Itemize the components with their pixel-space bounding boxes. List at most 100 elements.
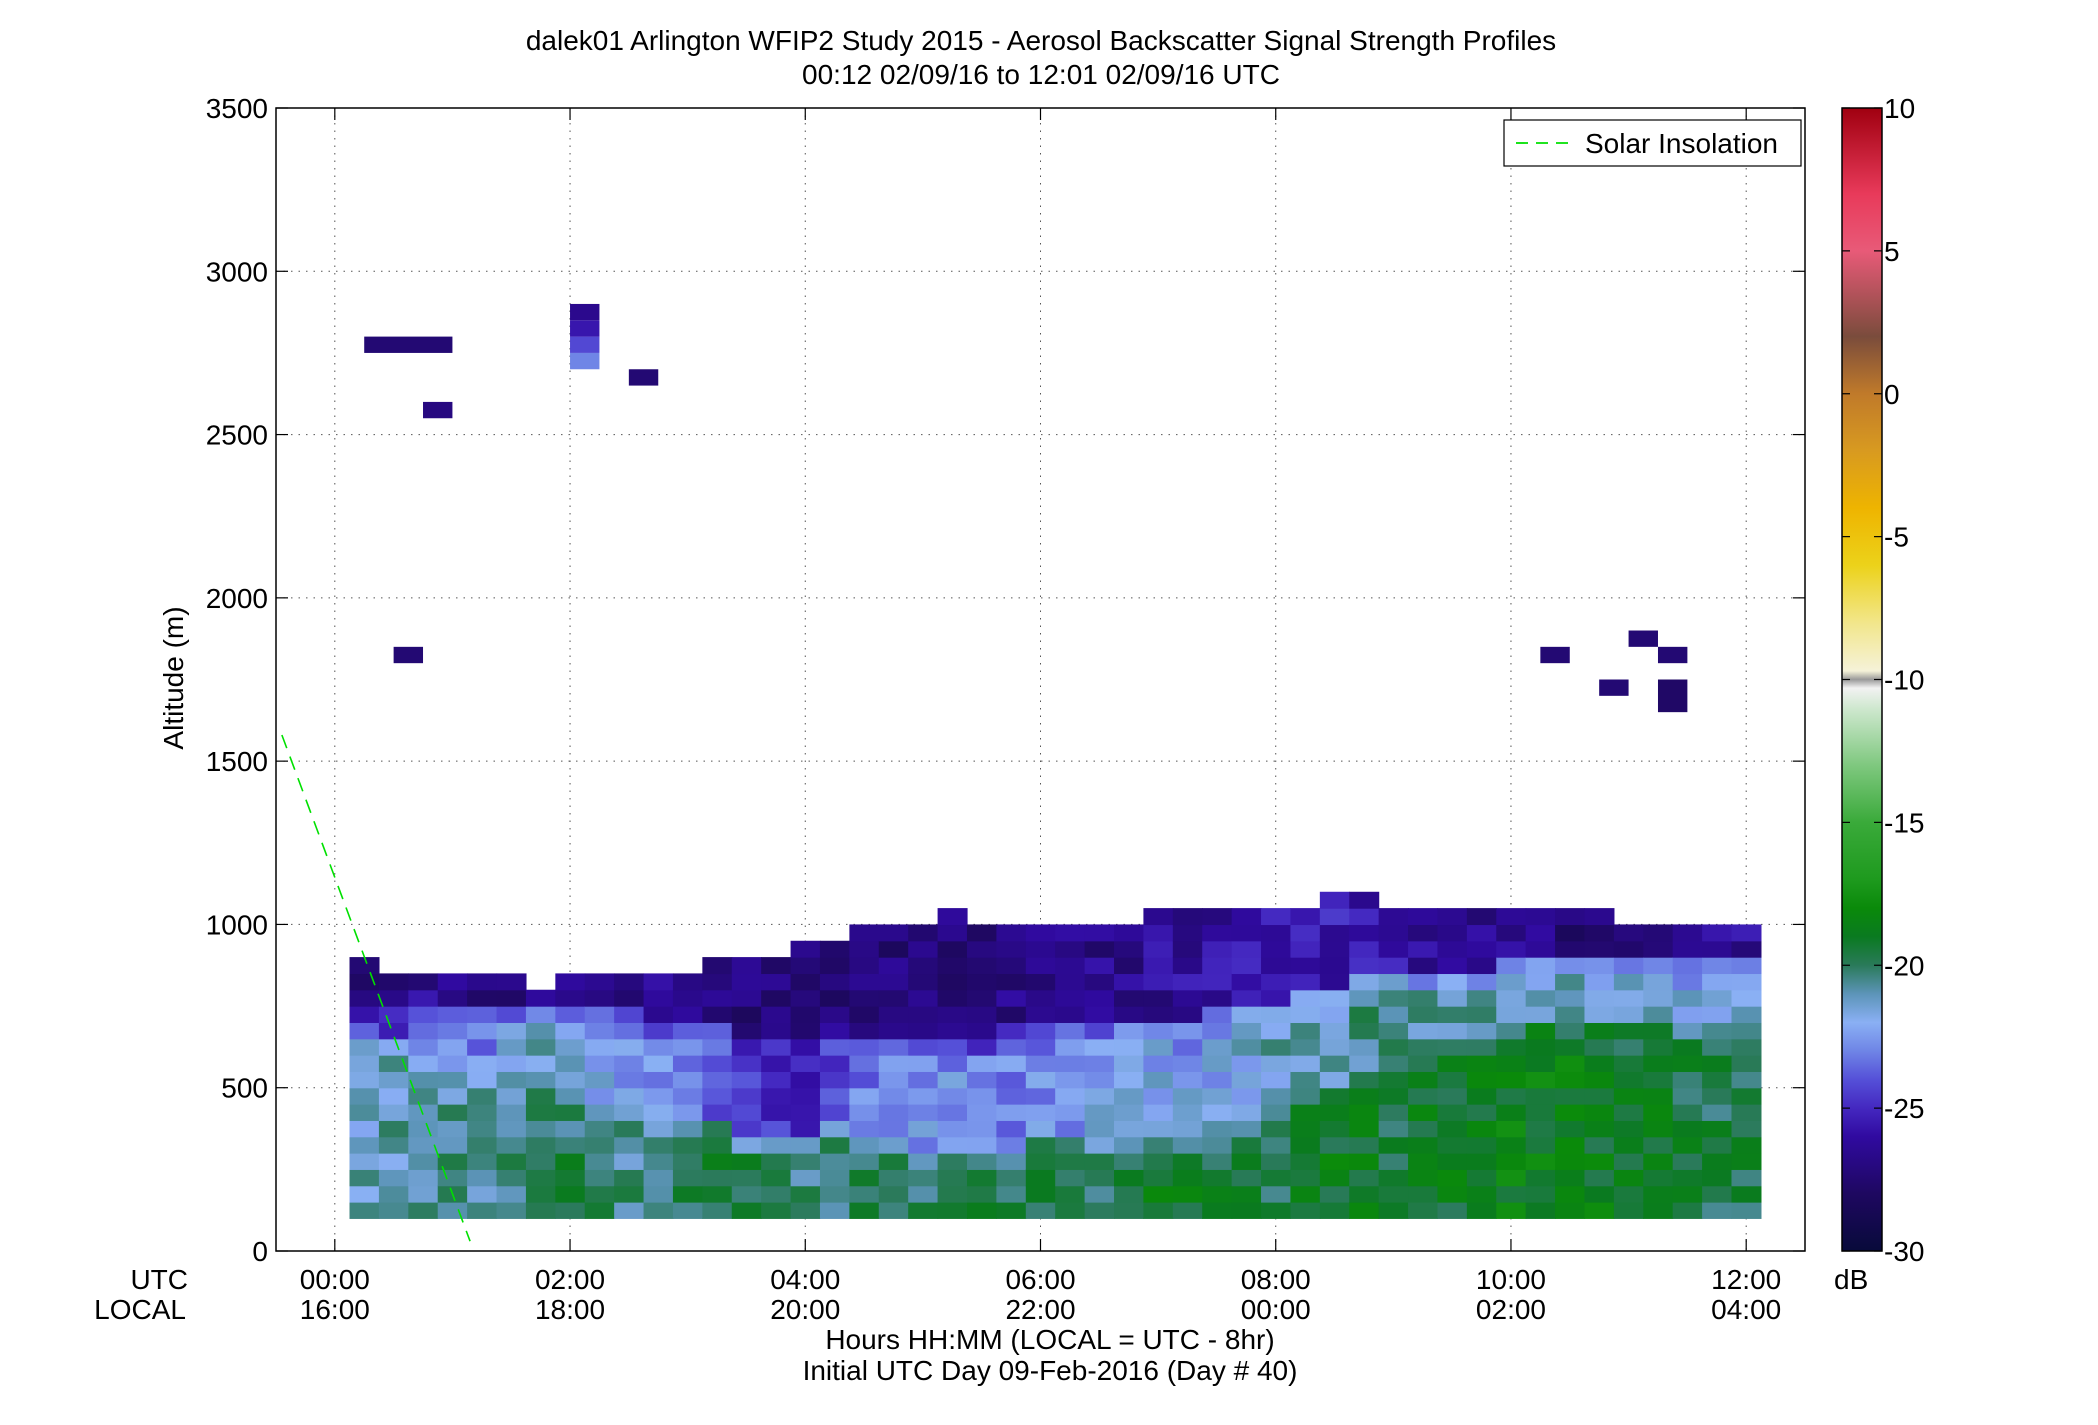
- heatmap-cell: [525, 1055, 556, 1072]
- heatmap-cell: [731, 1038, 762, 1056]
- heatmap-cell: [1114, 1087, 1145, 1105]
- heatmap-cell: [1055, 940, 1086, 958]
- heatmap-cell: [1672, 924, 1703, 942]
- heatmap-cell: [1143, 1120, 1174, 1138]
- heatmap-cell: [1643, 1136, 1674, 1154]
- heatmap-cell: [1672, 1022, 1703, 1040]
- heatmap-cell: [1172, 1071, 1203, 1089]
- heatmap-cell: [584, 1153, 615, 1170]
- x-tick-label-utc: 10:00: [1476, 1264, 1546, 1295]
- heatmap-cell: [819, 1185, 850, 1203]
- heatmap-cell: [1172, 1022, 1203, 1040]
- heatmap-cell: [1172, 973, 1203, 991]
- heatmap-cell: [1261, 1136, 1292, 1154]
- heatmap-cell: [1555, 1071, 1586, 1089]
- x-tick-label-utc: 08:00: [1241, 1264, 1311, 1295]
- heatmap-cell: [437, 1071, 468, 1089]
- heatmap-cell: [1290, 1185, 1321, 1203]
- heatmap-cell: [966, 1006, 997, 1023]
- heatmap-cell: [1349, 1038, 1380, 1056]
- elevated-return-cell: [1657, 646, 1688, 664]
- heatmap-cell: [672, 1153, 703, 1170]
- heatmap-cell: [731, 1153, 762, 1170]
- heatmap-cell: [555, 1153, 586, 1170]
- heatmap-cell: [1261, 908, 1292, 926]
- heatmap-cell: [1408, 940, 1439, 958]
- heatmap-cell: [996, 1104, 1027, 1121]
- heatmap-cell: [702, 1185, 733, 1203]
- solar-insolation-series: [281, 734, 471, 1242]
- heatmap-cell: [1084, 1185, 1115, 1203]
- heatmap-cell: [1172, 957, 1203, 975]
- heatmap-cell: [555, 1087, 586, 1105]
- heatmap-cell: [1555, 1120, 1586, 1138]
- heatmap-cell: [614, 1120, 645, 1138]
- heatmap-cell: [1202, 1136, 1233, 1154]
- heatmap-cell: [496, 1169, 527, 1187]
- heatmap-cell: [1525, 1022, 1556, 1040]
- heatmap-cell: [1702, 1038, 1733, 1056]
- heatmap-cell: [761, 1104, 792, 1121]
- heatmap-cell: [643, 1185, 674, 1203]
- heatmap-cell: [1437, 973, 1468, 991]
- heatmap-cell: [1055, 1104, 1086, 1121]
- heatmap-cell: [731, 1071, 762, 1089]
- heatmap-cell: [1290, 1087, 1321, 1105]
- heatmap-cell: [1643, 1055, 1674, 1072]
- heatmap-cell: [584, 989, 615, 1007]
- heatmap-cell: [1319, 1136, 1350, 1154]
- heatmap-cell: [1025, 1104, 1056, 1121]
- heatmap-cell: [584, 1087, 615, 1105]
- heatmap-cell: [1437, 1055, 1468, 1072]
- heatmap-cell: [1025, 1153, 1056, 1170]
- heatmap-cell: [672, 1202, 703, 1219]
- heatmap-cell: [731, 1185, 762, 1203]
- colorbar-tick-label: -30: [1884, 1236, 1924, 1267]
- heatmap-cell: [1731, 957, 1762, 975]
- heatmap-cell: [1172, 1006, 1203, 1023]
- heatmap-cell: [496, 1120, 527, 1138]
- heatmap-cell: [1643, 1038, 1674, 1056]
- heatmap-cell: [819, 1104, 850, 1121]
- heatmap-cell: [525, 1169, 556, 1187]
- heatmap-cell: [378, 1022, 409, 1040]
- heatmap-cell: [378, 1104, 409, 1121]
- heatmap-cell: [525, 1087, 556, 1105]
- heatmap-cell: [849, 1169, 880, 1187]
- heatmap-cell: [1378, 1153, 1409, 1170]
- heatmap-cell: [1143, 1055, 1174, 1072]
- heatmap-cell: [1143, 1202, 1174, 1219]
- heatmap-cell: [1319, 1006, 1350, 1023]
- heatmap-cell: [1466, 1120, 1497, 1138]
- heatmap-cell: [1466, 908, 1497, 926]
- heatmap-cell: [819, 1038, 850, 1056]
- heatmap-cell: [525, 1104, 556, 1121]
- heatmap-cell: [966, 1202, 997, 1219]
- heatmap-cell: [1202, 908, 1233, 926]
- heatmap-cell: [1731, 1022, 1762, 1040]
- heatmap-cell: [408, 1185, 439, 1203]
- heatmap-cell: [878, 1055, 909, 1072]
- heatmap-cell: [1025, 1055, 1056, 1072]
- heatmap-cell: [937, 1104, 968, 1121]
- heatmap-cell: [1672, 973, 1703, 991]
- heatmap-cell: [1672, 1087, 1703, 1105]
- heatmap-cell: [878, 1169, 909, 1187]
- elevated-return-cell: [423, 401, 453, 419]
- heatmap-cell: [966, 1104, 997, 1121]
- heatmap-cell: [790, 1055, 821, 1072]
- heatmap-cell: [1613, 1153, 1644, 1170]
- heatmap-cell: [1584, 908, 1615, 926]
- heatmap-cell: [702, 1055, 733, 1072]
- heatmap-cell: [1319, 940, 1350, 958]
- heatmap-cell: [908, 924, 939, 942]
- heatmap-cell: [1202, 1006, 1233, 1023]
- heatmap-cell: [584, 1185, 615, 1203]
- heatmap-cell: [1202, 1038, 1233, 1056]
- heatmap-cell: [1525, 989, 1556, 1007]
- heatmap-cell: [349, 1022, 380, 1040]
- heatmap-cell: [1643, 1104, 1674, 1121]
- heatmap-cell: [1702, 1087, 1733, 1105]
- heatmap-cell: [614, 1153, 645, 1170]
- heatmap-cell: [1525, 1038, 1556, 1056]
